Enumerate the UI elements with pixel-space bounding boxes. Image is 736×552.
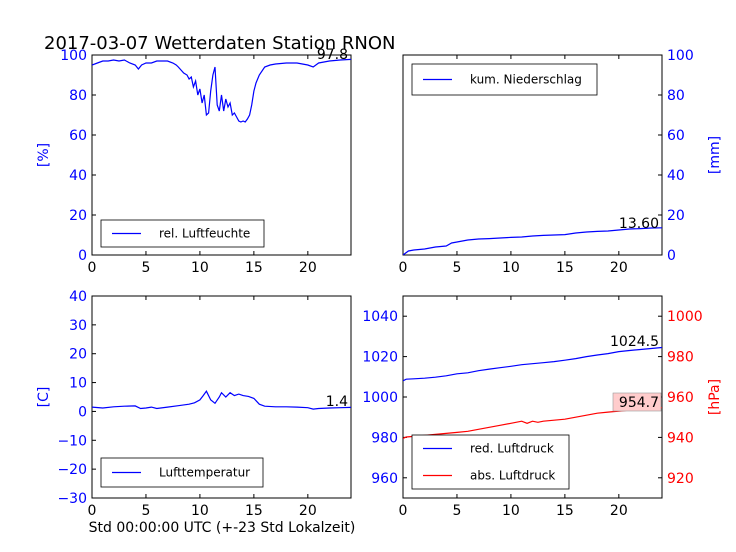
y-tick-label: 60 (69, 128, 87, 144)
y-tick-label-right: 960 (667, 390, 694, 406)
last-value-label: 97.8 (317, 47, 348, 63)
y-tick-label-right: 60 (667, 128, 685, 144)
x-tick-label: 0 (88, 260, 97, 276)
y-axis-label-right: [mm] (707, 136, 723, 174)
y-tick-label-right: 940 (667, 430, 694, 446)
x-tick-label: 10 (191, 260, 209, 276)
plot-frame (402, 54, 663, 256)
y-tick-label: −10 (57, 433, 87, 449)
series-line-lufttemperatur (92, 390, 351, 410)
last-value-label: 13.60 (619, 216, 659, 232)
legend-label: rel. Luftfeuchte (159, 227, 250, 241)
humidity-chart: 0 5 10 15 20 0 20 40 60 80 100 [%] rel. Luftfeuchte 9… (36, 47, 352, 276)
x-tick-label: 20 (299, 260, 317, 276)
y-axis-label: [%] (36, 143, 52, 167)
x-tick-label: 15 (556, 260, 574, 276)
x-tick-label: 5 (141, 260, 150, 276)
y-tick-label-right: 0 (667, 248, 676, 264)
y-tick-label: 40 (69, 289, 87, 305)
y-tick-label: 960 (371, 471, 398, 487)
legend: kum. Niederschlag (411, 63, 598, 96)
y-tick-label: 80 (69, 88, 87, 104)
legend: red. Luftdruck abs. Luftdruck (411, 434, 570, 490)
y-tick-label-right: 920 (667, 471, 694, 487)
x-tick-label: 20 (610, 260, 628, 276)
legend: rel. Luftfeuchte (100, 219, 265, 248)
y-tick-label: 20 (69, 208, 87, 224)
x-tick-label: 15 (245, 260, 263, 276)
y-tick-label: 100 (60, 48, 87, 64)
y-tick-label: −30 (57, 491, 87, 507)
x-tick-label: 10 (191, 503, 209, 519)
x-tick-label: 20 (610, 503, 628, 519)
precipitation-chart: 0 5 10 15 20 0 20 40 60 80 100 [mm] kum. Niederschla… (399, 48, 723, 276)
y-tick-label: 980 (371, 430, 398, 446)
legend-label: kum. Niederschlag (470, 73, 582, 87)
y-tick-label: 30 (69, 318, 87, 334)
y-tick-label: 20 (69, 347, 87, 363)
legend-label: abs. Luftdruck (470, 469, 555, 483)
last-value-label-bg (612, 392, 662, 412)
x-tick-label: 5 (452, 260, 461, 276)
last-value-label: 1024.5 (610, 334, 659, 350)
y-tick-label: 10 (69, 376, 87, 392)
x-tick-label: 20 (299, 503, 317, 519)
series-line-kum-niederschlag (403, 227, 662, 255)
x-tick-label: 10 (502, 503, 520, 519)
pressure-chart: 0 5 10 15 20 960 980 1000 1020 1040 920 940 960 980 10… (362, 295, 723, 519)
x-tick-label: 0 (88, 503, 97, 519)
x-tick-label: 0 (399, 260, 408, 276)
y-axis-label-right: [hPa] (707, 379, 723, 415)
series-line-abs-luftdruck (403, 407, 662, 439)
x-axis-label: Std 00:00:00 UTC (+-23 Std Lokalzeit) (89, 520, 356, 536)
series-line-red-luftdruck (403, 346, 662, 382)
y-tick-label: 1000 (362, 390, 398, 406)
y-tick-label: −20 (57, 462, 87, 478)
x-tick-label: 10 (502, 260, 520, 276)
y-axis-label: [C] (36, 387, 52, 408)
y-tick-label: 40 (69, 168, 87, 184)
y-tick-label-right: 980 (667, 350, 694, 366)
y-tick-label-right: 80 (667, 88, 685, 104)
y-tick-label: 0 (78, 248, 87, 264)
y-tick-label: 1040 (362, 309, 398, 325)
series-line-rel-luftfeuchte (92, 58, 351, 123)
x-tick-label: 15 (556, 503, 574, 519)
x-tick-label: 0 (399, 503, 408, 519)
last-value-label: 1.4 (326, 394, 348, 410)
legend-box (411, 434, 570, 490)
plot-frame (91, 54, 352, 256)
legend: Lufttemperatur (100, 457, 264, 488)
figure-title: 2017-03-07 Wetterdaten Station RNON (44, 33, 395, 54)
y-tick-label-right: 1000 (667, 309, 703, 325)
last-value-label-right: 954.7 (619, 395, 659, 411)
y-tick-label: 0 (78, 404, 87, 420)
legend-label: red. Luftdruck (470, 442, 554, 456)
y-tick-label-right: 20 (667, 208, 685, 224)
plot-frame (91, 295, 352, 499)
legend-label: Lufttemperatur (159, 466, 250, 480)
x-tick-label: 5 (141, 503, 150, 519)
x-tick-label: 5 (452, 503, 461, 519)
x-tick-label: 15 (245, 503, 263, 519)
y-tick-label-right: 100 (667, 48, 694, 64)
temperature-chart: 0 5 10 15 20 −30 −20 −10 0 10 20 30 40 [C] Lufttempera… (36, 289, 352, 519)
y-tick-label-right: 40 (667, 168, 685, 184)
y-tick-label: 1020 (362, 350, 398, 366)
